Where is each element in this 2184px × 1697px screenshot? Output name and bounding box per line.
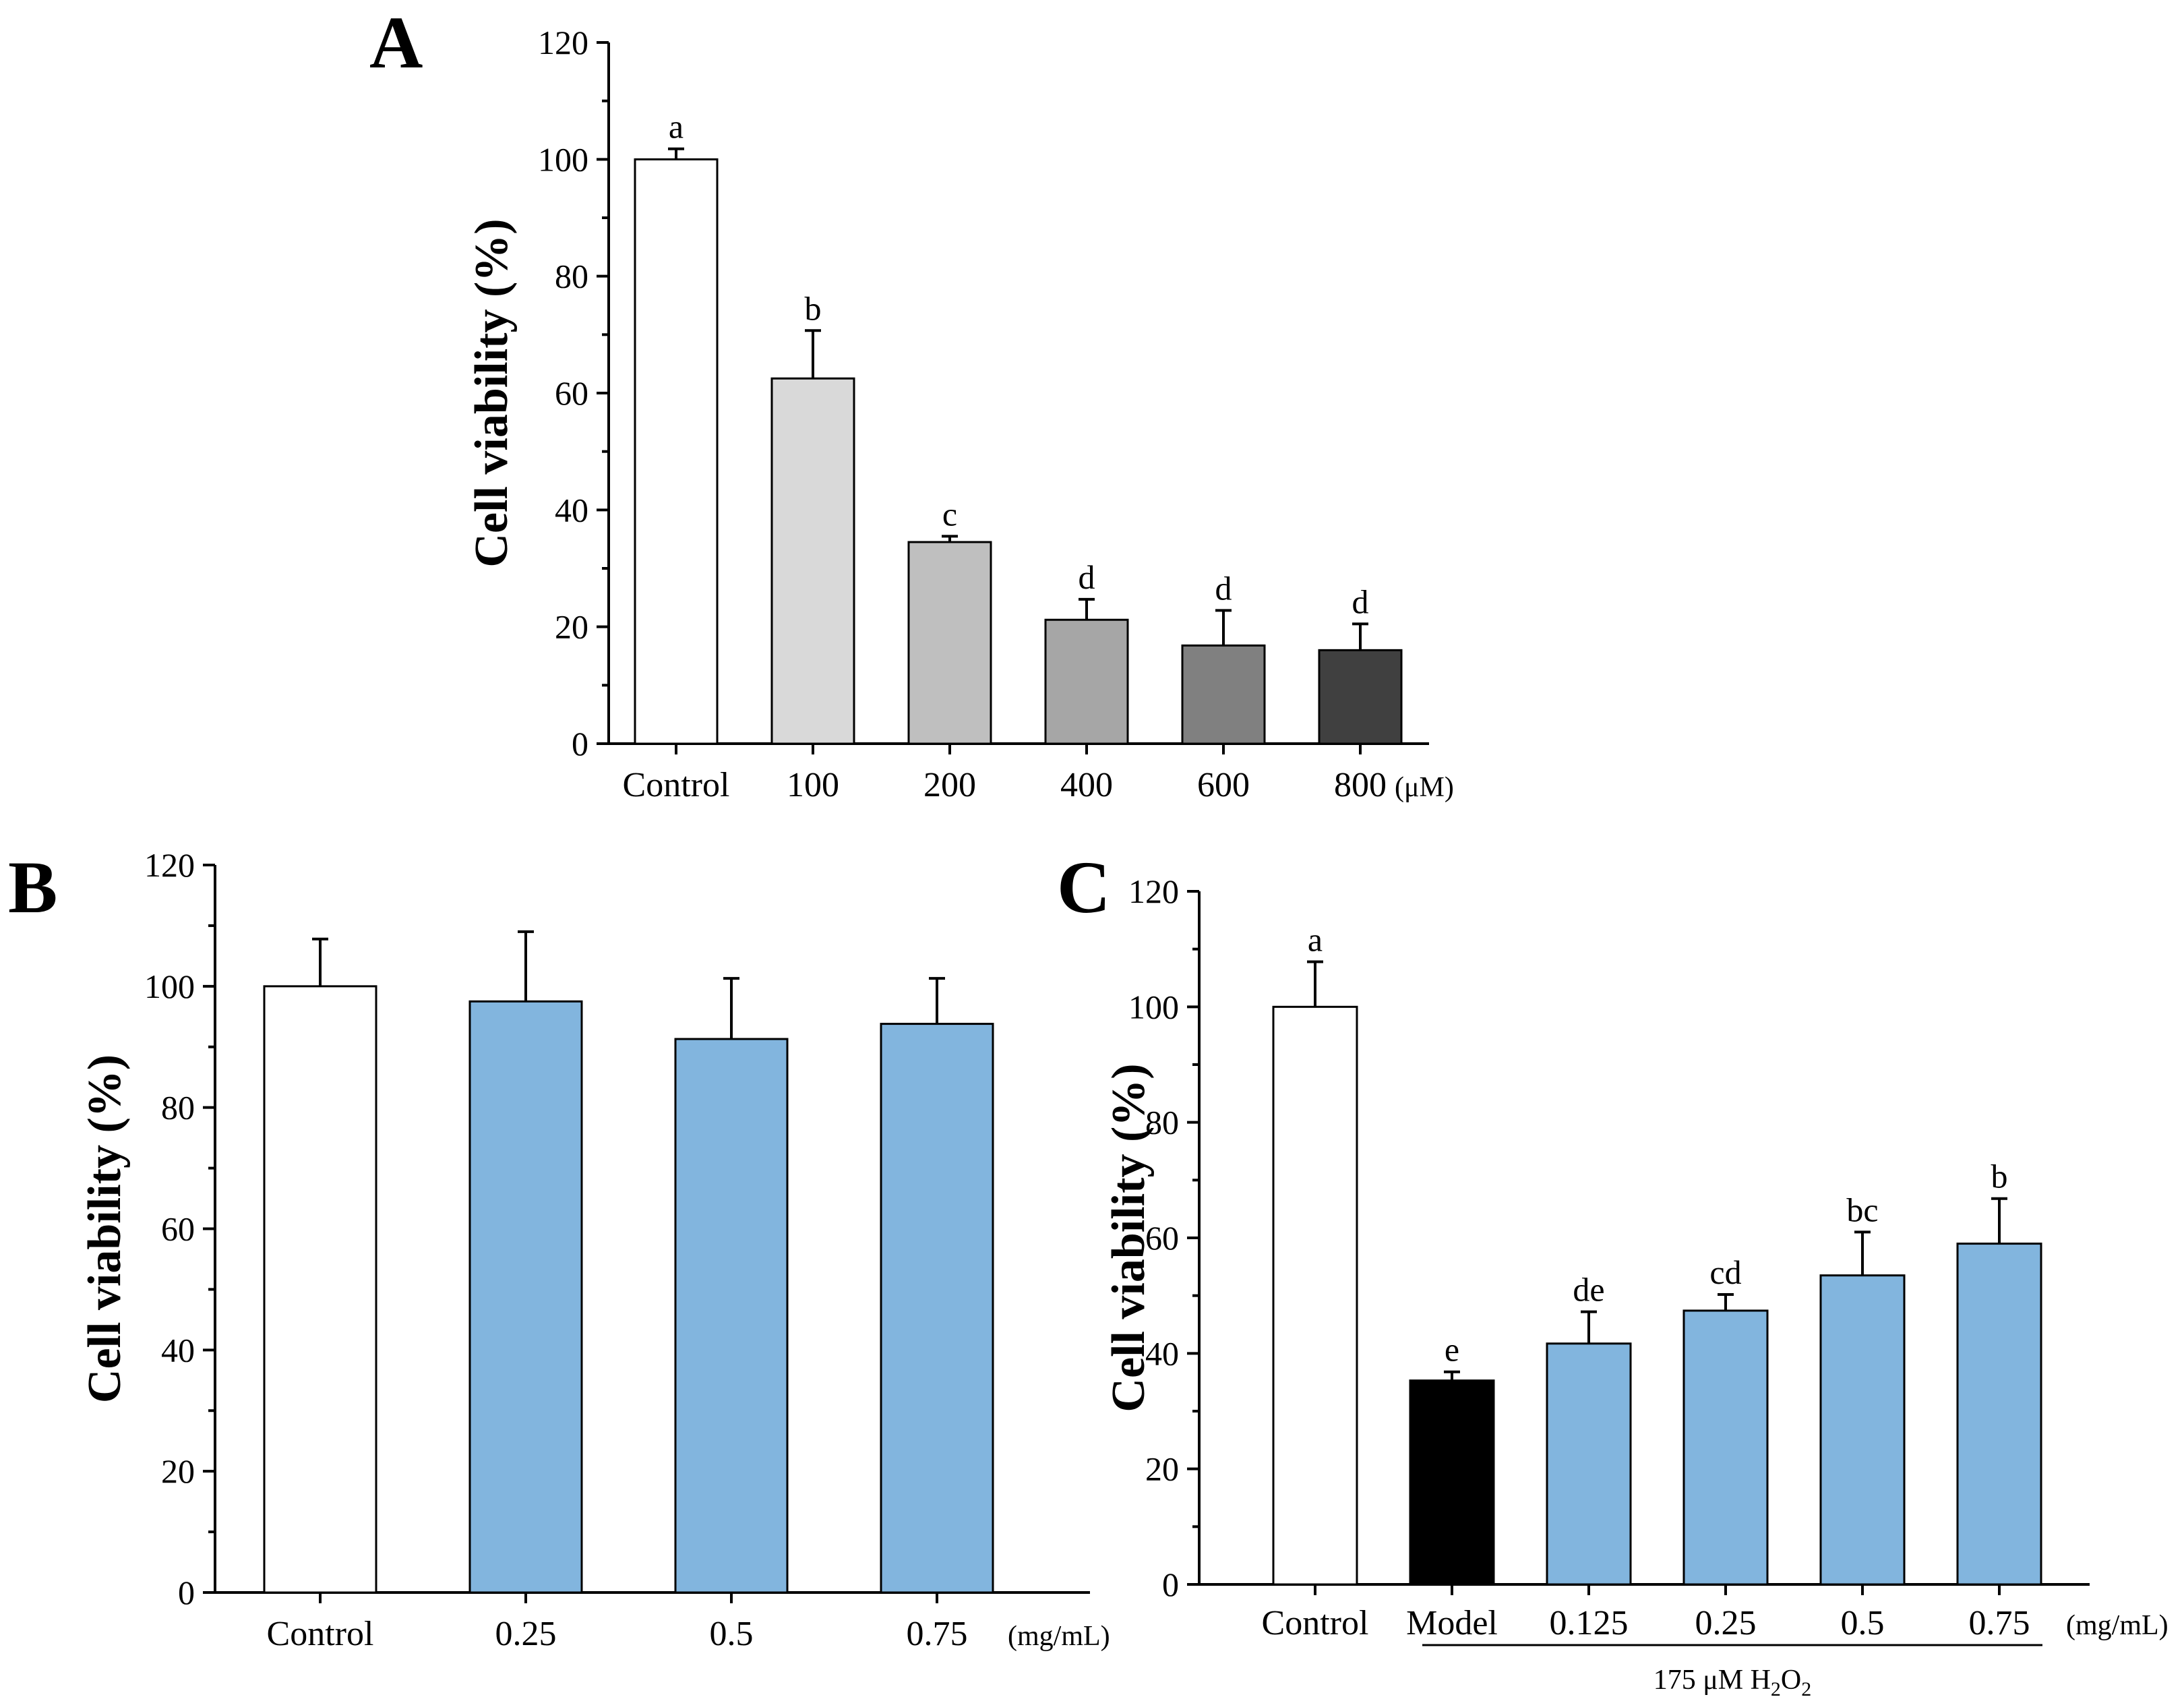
x-tick-label: 0.125 bbox=[1550, 1604, 1629, 1642]
y-tick-label: 120 bbox=[538, 24, 588, 61]
y-tick-label: 20 bbox=[161, 1452, 195, 1490]
bar-0.5 bbox=[674, 1038, 789, 1594]
y-tick-label: 100 bbox=[144, 967, 195, 1005]
panel-C: C Cell viability (%) 0 20 40 60 80 100 120 a Contr… bbox=[1057, 846, 2168, 1697]
bar-100 bbox=[770, 377, 855, 745]
y-tick-label: 20 bbox=[1145, 1450, 1179, 1488]
y-tick-label: 0 bbox=[178, 1574, 195, 1611]
group-label: 175 μM H2O2 bbox=[1654, 1665, 1812, 1697]
significance-label: a bbox=[669, 108, 684, 146]
y-tick-label: 60 bbox=[555, 374, 588, 412]
x-tick-label: Control bbox=[267, 1615, 374, 1653]
y-tick-label: 80 bbox=[1145, 1104, 1179, 1141]
x-tick-label: 800 bbox=[1334, 766, 1387, 804]
significance-label: de bbox=[1573, 1271, 1604, 1309]
y-tick-label: 40 bbox=[555, 491, 588, 529]
panel-letter: A bbox=[369, 1, 423, 84]
bar-0.75 bbox=[1956, 1243, 2042, 1586]
y-axis-label: Cell viability (%) bbox=[1103, 1063, 1155, 1412]
y-tick-label: 40 bbox=[161, 1331, 195, 1369]
y-tick-label: 80 bbox=[555, 258, 588, 295]
x-tick-label: Control bbox=[1262, 1604, 1369, 1642]
x-tick-label: 0.25 bbox=[1695, 1604, 1757, 1642]
panel-A: A Cell viability (%) 0 20 40 60 80 100 120 a Contr… bbox=[369, 1, 1454, 804]
x-tick-label: Model bbox=[1406, 1604, 1498, 1642]
y-tick-label: 80 bbox=[161, 1089, 195, 1127]
unit-label: (μM) bbox=[1395, 772, 1454, 803]
bar-0.125 bbox=[1546, 1342, 1632, 1586]
x-tick-label: 0.75 bbox=[1969, 1604, 2030, 1642]
x-tick-label: 400 bbox=[1060, 766, 1113, 804]
y-tick-label: 120 bbox=[1128, 872, 1179, 910]
x-tick-label: 0.5 bbox=[710, 1615, 754, 1653]
y-axis-label: Cell viability (%) bbox=[79, 1054, 131, 1403]
y-tick-label: 120 bbox=[144, 846, 195, 884]
y-tick-label: 0 bbox=[572, 725, 588, 763]
x-tick-label: 200 bbox=[923, 766, 976, 804]
y-axis-label: Cell viability (%) bbox=[466, 218, 518, 567]
bar-0.25 bbox=[1682, 1309, 1769, 1586]
y-tick-label: 0 bbox=[1162, 1566, 1179, 1603]
panel-B: B Cell viability (%) 0 20 40 60 80 100 120 Contro… bbox=[8, 846, 1110, 1653]
unit-label: (mg/mL) bbox=[2066, 1610, 2168, 1641]
x-tick-label: 600 bbox=[1197, 766, 1250, 804]
panel-letter: C bbox=[1057, 846, 1110, 928]
significance-label: d bbox=[1352, 583, 1369, 620]
significance-label: b bbox=[805, 289, 822, 327]
significance-label: a bbox=[1308, 921, 1323, 959]
x-tick-label: 0.75 bbox=[907, 1615, 968, 1653]
panel-letter: B bbox=[8, 846, 57, 928]
significance-label: e bbox=[1445, 1331, 1459, 1369]
bar-0.25 bbox=[468, 1000, 583, 1594]
unit-label: (mg/mL) bbox=[1008, 1621, 1110, 1652]
x-tick-label: Control bbox=[623, 766, 730, 804]
significance-label: bc bbox=[1846, 1191, 1878, 1228]
significance-label: b bbox=[1991, 1158, 2008, 1195]
x-tick-label: 0.5 bbox=[1841, 1604, 1885, 1642]
y-tick-label: 20 bbox=[555, 608, 588, 646]
bar-0.5 bbox=[1819, 1274, 1906, 1586]
x-tick-label: 100 bbox=[787, 766, 839, 804]
y-tick-label: 60 bbox=[1145, 1219, 1179, 1257]
bar-0.75 bbox=[880, 1023, 994, 1594]
y-tick-label: 100 bbox=[538, 140, 588, 178]
significance-label: cd bbox=[1709, 1253, 1741, 1291]
bar-200 bbox=[907, 541, 992, 745]
bar-Model bbox=[1409, 1379, 1495, 1586]
bar-Control bbox=[263, 985, 377, 1594]
y-tick-label: 40 bbox=[1145, 1334, 1179, 1372]
bar-Control bbox=[634, 158, 719, 745]
y-tick-label: 100 bbox=[1128, 988, 1179, 1025]
significance-label: d bbox=[1215, 569, 1232, 607]
bar-400 bbox=[1044, 618, 1129, 745]
x-tick-label: 0.25 bbox=[495, 1615, 557, 1653]
bar-Control bbox=[1272, 1005, 1358, 1586]
significance-label: d bbox=[1079, 558, 1095, 596]
bar-600 bbox=[1181, 644, 1266, 745]
bar-800 bbox=[1318, 649, 1403, 745]
y-tick-label: 60 bbox=[161, 1210, 195, 1248]
significance-label: c bbox=[942, 495, 957, 533]
